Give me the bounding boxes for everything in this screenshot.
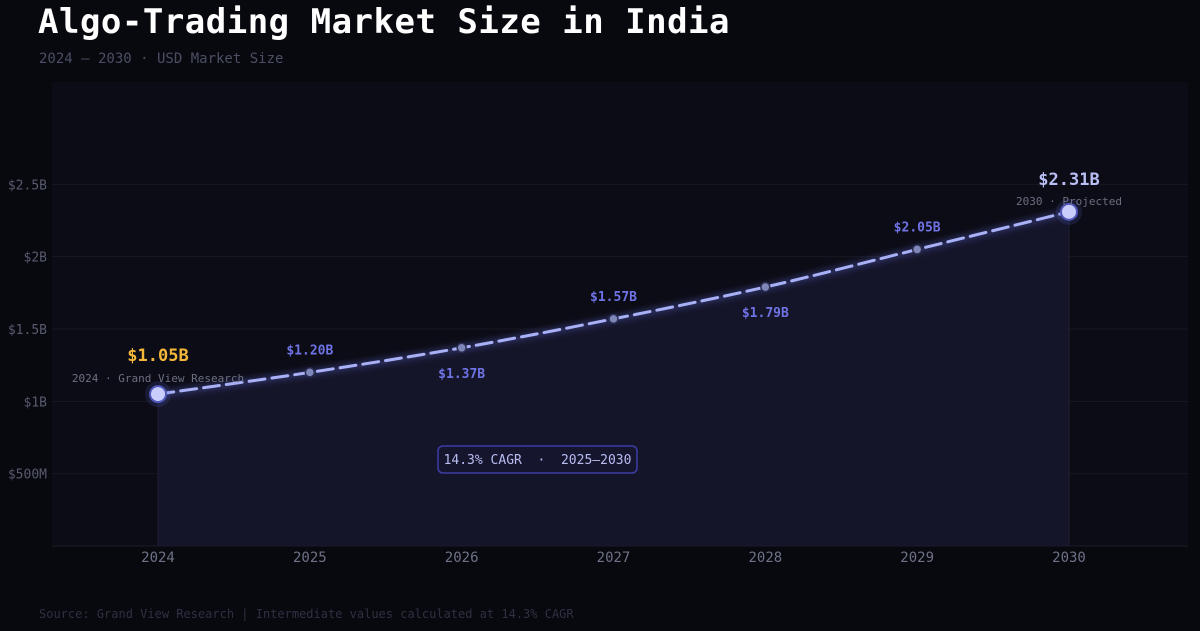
page-subtitle: 2024 – 2030 · USD Market Size [39, 51, 284, 67]
y-tick-label: $500M [8, 468, 47, 483]
x-tick-label: 2024 [141, 550, 175, 566]
data-point [608, 313, 619, 325]
data-value-label: $2.31B [1038, 170, 1099, 190]
source-footnote: Source: Grand View Research | Intermedia… [39, 607, 574, 621]
end-projection-note: 2030 · Projected [1016, 195, 1122, 208]
data-point [911, 244, 923, 255]
cagr-badge-text: 14.3% CAGR · 2025–2030 [444, 453, 632, 468]
data-point [304, 367, 316, 378]
data-value-label: $1.57B [590, 290, 637, 305]
y-tick-label: $2B [24, 251, 48, 266]
x-tick-label: 2026 [445, 550, 479, 566]
x-tick-label: 2025 [293, 550, 327, 566]
data-value-label: $1.05B [127, 346, 188, 366]
data-value-label: $2.05B [894, 220, 941, 235]
x-tick-label: 2028 [748, 550, 782, 566]
data-value-label: $1.79B [742, 306, 789, 321]
start-source-note: 2024 · Grand View Research [72, 372, 244, 385]
data-point [456, 342, 467, 354]
y-tick-label: $1.5B [8, 323, 47, 338]
y-tick-label: $2.5B [8, 178, 47, 193]
data-value-label: $1.20B [286, 343, 333, 358]
data-point [149, 385, 167, 404]
page-title: Algo-Trading Market Size in India [38, 2, 731, 42]
x-tick-label: 2030 [1052, 550, 1086, 566]
data-point [760, 281, 771, 293]
y-tick-label: $1B [24, 395, 48, 410]
x-tick-label: 2029 [900, 550, 934, 566]
area-fill [158, 211, 1069, 546]
x-tick-label: 2027 [597, 550, 631, 566]
data-point [1060, 202, 1078, 221]
data-value-label: $1.37B [438, 367, 485, 382]
cagr-badge [437, 445, 638, 474]
